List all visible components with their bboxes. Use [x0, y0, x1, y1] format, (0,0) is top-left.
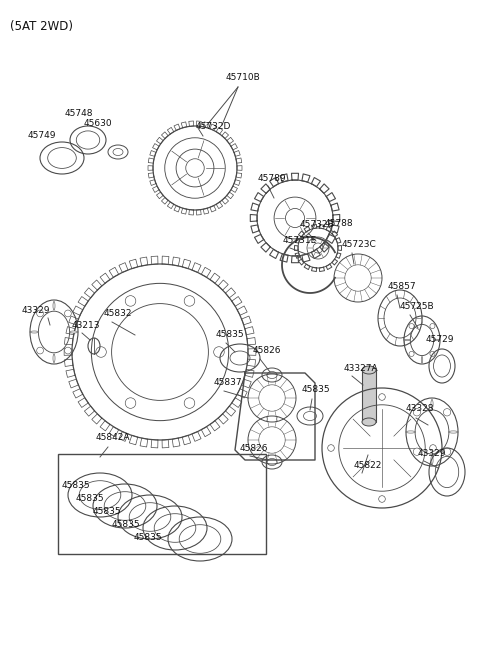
Text: 45835: 45835 — [93, 507, 121, 516]
Text: 45725B: 45725B — [400, 302, 434, 311]
Text: 45835: 45835 — [134, 533, 163, 542]
Ellipse shape — [406, 431, 415, 433]
Text: 45749: 45749 — [28, 131, 57, 140]
Ellipse shape — [64, 310, 72, 317]
Text: 45822: 45822 — [354, 461, 383, 470]
Ellipse shape — [53, 354, 55, 363]
Text: 45788: 45788 — [325, 219, 354, 228]
Text: (5AT 2WD): (5AT 2WD) — [10, 20, 73, 33]
Ellipse shape — [413, 448, 420, 455]
Text: 45835: 45835 — [76, 494, 105, 503]
Text: 45832: 45832 — [104, 309, 132, 318]
Ellipse shape — [404, 339, 410, 340]
Text: 43329: 43329 — [418, 449, 446, 458]
Ellipse shape — [431, 400, 433, 409]
Text: 45835: 45835 — [302, 385, 331, 394]
Ellipse shape — [69, 331, 78, 333]
Ellipse shape — [421, 317, 423, 323]
Text: 45731E: 45731E — [283, 236, 317, 245]
Text: 45748: 45748 — [65, 109, 94, 118]
Text: 45835: 45835 — [112, 520, 141, 529]
Text: 45826: 45826 — [240, 444, 268, 453]
Ellipse shape — [449, 431, 458, 433]
Text: 45723C: 45723C — [342, 240, 377, 249]
Text: 45857: 45857 — [388, 282, 417, 291]
Text: 43213: 43213 — [72, 321, 100, 330]
Text: 45732B: 45732B — [300, 220, 335, 229]
Ellipse shape — [431, 455, 433, 464]
Ellipse shape — [413, 409, 420, 416]
Text: 45842A: 45842A — [96, 433, 131, 442]
Bar — [58, 454, 266, 554]
Ellipse shape — [64, 347, 72, 354]
Text: 45630: 45630 — [84, 119, 113, 128]
Ellipse shape — [409, 323, 414, 329]
Text: 45732D: 45732D — [196, 122, 231, 131]
Ellipse shape — [362, 418, 376, 426]
Text: 45789: 45789 — [258, 174, 287, 183]
Ellipse shape — [444, 409, 451, 416]
Ellipse shape — [36, 347, 44, 354]
Text: 43329: 43329 — [22, 306, 50, 315]
Ellipse shape — [444, 448, 451, 455]
Text: 43328: 43328 — [406, 404, 434, 413]
Bar — [362, 370, 376, 422]
Ellipse shape — [36, 310, 44, 317]
Text: 45710B: 45710B — [226, 73, 261, 82]
Text: 43327A: 43327A — [344, 364, 379, 373]
Ellipse shape — [421, 356, 423, 363]
Text: 45729: 45729 — [426, 335, 455, 344]
Text: 45826: 45826 — [253, 346, 281, 355]
Ellipse shape — [362, 366, 376, 374]
Text: 45835: 45835 — [216, 330, 245, 339]
Text: 45835: 45835 — [62, 481, 91, 490]
Ellipse shape — [53, 301, 55, 310]
Ellipse shape — [430, 323, 435, 329]
Ellipse shape — [433, 339, 440, 340]
Ellipse shape — [30, 331, 39, 333]
Ellipse shape — [430, 352, 435, 356]
Ellipse shape — [409, 352, 414, 356]
Text: 45837: 45837 — [214, 378, 242, 387]
